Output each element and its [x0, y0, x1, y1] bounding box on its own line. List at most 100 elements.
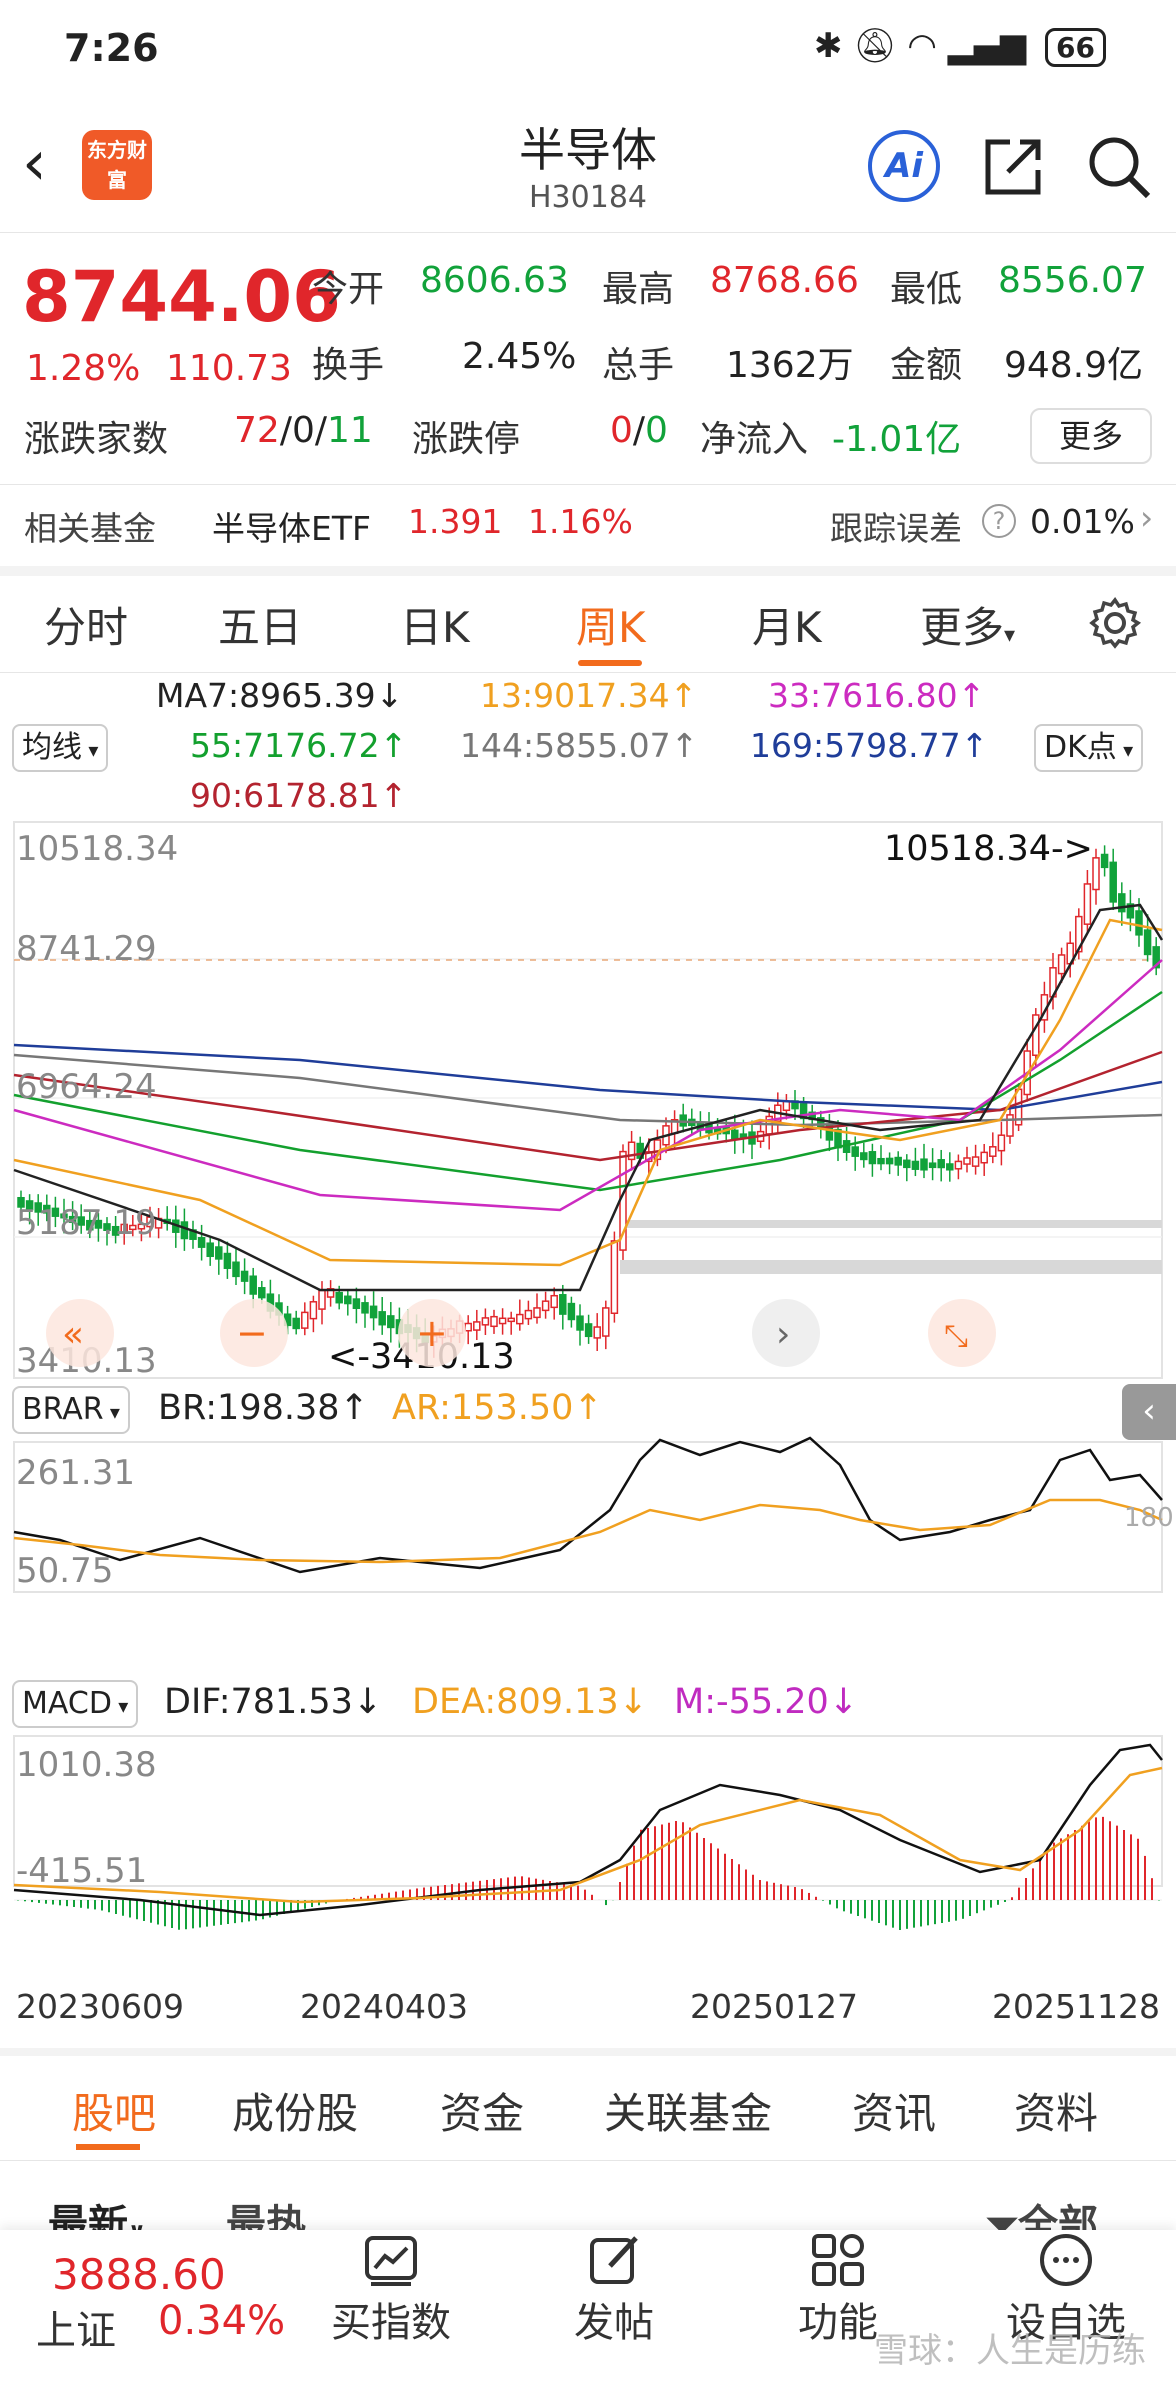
- dropdown-icon: ▾: [1004, 623, 1016, 648]
- zoom-out-button[interactable]: −: [220, 1299, 288, 1367]
- tab-guba[interactable]: 股吧: [72, 2089, 157, 2138]
- tab-funds-flow[interactable]: 资金: [440, 2089, 525, 2138]
- netflow-label: 净流入: [700, 419, 809, 460]
- candlestick: [602, 1300, 610, 1350]
- candlestick: [68, 1201, 77, 1231]
- candlestick: [344, 1289, 352, 1316]
- moving-average-line: [13, 1050, 1163, 1162]
- candlestick: [1152, 937, 1160, 976]
- bottom-nav: 3888.60 上证 0.34% 买指数 发帖 功能 设自选 雪球：人生是历练: [0, 2230, 1176, 2400]
- tab-profile[interactable]: 资料: [1014, 2089, 1099, 2138]
- candlestick: [111, 1216, 120, 1244]
- high-label: 最高: [602, 269, 675, 310]
- macd-lines: [13, 1743, 1163, 1917]
- tab-related-funds[interactable]: 关联基金: [604, 2089, 773, 2138]
- dif-value: DIF:781.53↓: [164, 1682, 383, 1722]
- function-button[interactable]: 功能: [778, 2230, 898, 2348]
- fund-pct: 1.16%: [528, 502, 633, 541]
- svg-text:+: +: [416, 1311, 448, 1355]
- candlestick: [326, 1280, 335, 1307]
- svg-text:›: ›: [776, 1314, 790, 1355]
- candlestick: [946, 1152, 954, 1182]
- tab-more[interactable]: 更多▾: [920, 603, 1016, 652]
- tab-weekly[interactable]: 周K: [576, 603, 646, 652]
- tab-intraday[interactable]: 分时: [44, 603, 129, 652]
- wifi-icon: ◠: [907, 26, 937, 66]
- change-amount: 110.73: [166, 348, 292, 389]
- sh-index-name[interactable]: 上证: [36, 2308, 116, 2354]
- settings-icon[interactable]: [1088, 596, 1142, 650]
- help-icon[interactable]: ?: [982, 504, 1016, 538]
- buy-index-button[interactable]: 买指数: [326, 2230, 456, 2348]
- breadth-value: 72/0/11: [234, 410, 373, 451]
- candlestick: [361, 1295, 369, 1328]
- price-axis-label: 8741.29: [16, 929, 157, 969]
- netflow-value: -1.01亿: [832, 419, 962, 460]
- candlestick: [103, 1217, 111, 1246]
- tab-constituents[interactable]: 成份股: [232, 2089, 359, 2138]
- tab-daily[interactable]: 日K: [400, 603, 470, 652]
- search-icon[interactable]: [1084, 132, 1154, 202]
- scroll-right-button[interactable]: ›: [752, 1299, 820, 1367]
- macd-axis-bottom: -415.51: [16, 1851, 147, 1891]
- tab-news[interactable]: 资讯: [852, 2089, 937, 2138]
- back-icon[interactable]: ‹: [22, 126, 47, 199]
- low-value: 8556.07: [998, 260, 1147, 301]
- candlestick: [937, 1149, 945, 1182]
- candlestick: [894, 1151, 902, 1176]
- last-price: 8744.06: [22, 256, 341, 338]
- index-code: H30184: [529, 180, 647, 215]
- high-value: 8768.66: [710, 260, 859, 301]
- dif-line: [13, 1743, 1163, 1917]
- turnover-label: 换手: [312, 345, 385, 386]
- candlestick: [550, 1287, 558, 1320]
- collapse-panel-button[interactable]: ‹: [1122, 1384, 1176, 1440]
- tab-five-day[interactable]: 五日: [218, 603, 303, 652]
- candlestick: [593, 1313, 601, 1351]
- kline-chart[interactable]: 10518.34 8741.29 6964.24 5187.19 3410.13…: [0, 820, 1176, 2050]
- candlestick: [137, 1211, 146, 1242]
- moving-average-lines: [13, 903, 1164, 1292]
- candlestick: [86, 1210, 94, 1239]
- ma33-value: 33:7616.80↑: [768, 676, 986, 715]
- volume-label: 总手: [602, 345, 675, 386]
- brar-lines: [13, 1436, 1163, 1574]
- ai-button[interactable]: Ai: [868, 130, 940, 202]
- fund-name: 半导体ETF: [212, 509, 371, 548]
- limit-value: 0/0: [610, 410, 668, 451]
- scroll-left-button[interactable]: «: [46, 1299, 114, 1367]
- share-icon[interactable]: [980, 132, 1048, 200]
- app-logo: 东方财富: [82, 130, 152, 200]
- bluetooth-icon: ✱: [813, 26, 843, 66]
- candlestick: [963, 1146, 971, 1173]
- tracking-value: 0.01%: [1030, 502, 1135, 541]
- more-button[interactable]: 更多: [1030, 408, 1152, 464]
- status-icons: ✱ 🔕︎ ◠ ▂▄▆ 66: [814, 26, 1106, 67]
- add-watchlist-button[interactable]: 设自选: [996, 2230, 1136, 2348]
- change-percent: 1.28%: [26, 348, 141, 389]
- zoom-in-button[interactable]: +: [398, 1299, 466, 1367]
- sh-index-value[interactable]: 3888.60: [52, 2250, 226, 2299]
- post-button[interactable]: 发帖: [554, 2230, 674, 2348]
- sh-index-pct[interactable]: 0.34%: [158, 2298, 286, 2344]
- candlestick: [619, 1144, 627, 1260]
- candlestick: [1109, 848, 1117, 910]
- fund-price: 1.391: [408, 502, 503, 541]
- fullscreen-button[interactable]: ⤡: [928, 1299, 996, 1367]
- macd-selector[interactable]: MACD ▾: [12, 1680, 139, 1728]
- candlestick: [885, 1152, 894, 1175]
- tab-monthly[interactable]: 月K: [752, 603, 822, 652]
- candlestick: [43, 1194, 51, 1222]
- related-fund-row[interactable]: 相关基金 半导体ETF 1.391 1.16% 跟踪误差 ? 0.01% ›: [0, 490, 1176, 560]
- page-title: 半导体: [519, 123, 657, 177]
- svg-text:−: −: [236, 1311, 268, 1355]
- moving-average-line: [13, 959, 1163, 1212]
- tab-underline: [76, 2144, 140, 2150]
- ma-selector[interactable]: 均线 ▾: [12, 724, 109, 772]
- candlestick: [877, 1145, 885, 1171]
- chart-icon: [365, 2236, 417, 2286]
- low-label: 最低: [890, 269, 963, 310]
- dk-point-selector[interactable]: DK点 ▾: [1034, 724, 1144, 772]
- brar-selector[interactable]: BRAR ▾: [12, 1386, 130, 1434]
- candlestick: [567, 1296, 576, 1328]
